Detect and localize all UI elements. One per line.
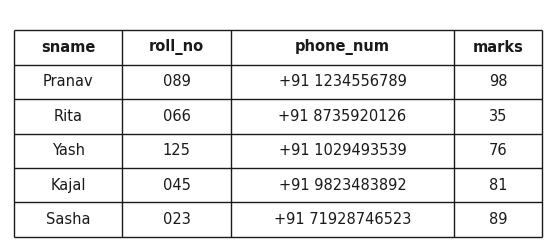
Text: +91 71928746523: +91 71928746523 <box>274 212 411 227</box>
Text: Sasha: Sasha <box>46 212 91 227</box>
Text: 35: 35 <box>489 109 507 124</box>
Text: +91 1234556789: +91 1234556789 <box>279 74 406 89</box>
Text: 98: 98 <box>489 74 507 89</box>
Text: +91 1029493539: +91 1029493539 <box>279 143 406 158</box>
Text: roll_no: roll_no <box>149 40 204 55</box>
Text: +91 9823483892: +91 9823483892 <box>279 178 406 193</box>
Text: 045: 045 <box>163 178 191 193</box>
Text: 76: 76 <box>489 143 508 158</box>
Text: phone_num: phone_num <box>295 40 390 55</box>
Text: 066: 066 <box>163 109 191 124</box>
Text: 125: 125 <box>163 143 191 158</box>
Text: sname: sname <box>41 40 96 55</box>
Text: 089: 089 <box>163 74 191 89</box>
Text: Pranav: Pranav <box>43 74 93 89</box>
Text: +91 8735920126: +91 8735920126 <box>279 109 406 124</box>
Text: Kajal: Kajal <box>51 178 86 193</box>
Text: 023: 023 <box>163 212 191 227</box>
Text: Rita: Rita <box>54 109 83 124</box>
Text: 89: 89 <box>489 212 507 227</box>
Text: 81: 81 <box>489 178 507 193</box>
Text: marks: marks <box>473 40 524 55</box>
Text: Yash: Yash <box>52 143 85 158</box>
